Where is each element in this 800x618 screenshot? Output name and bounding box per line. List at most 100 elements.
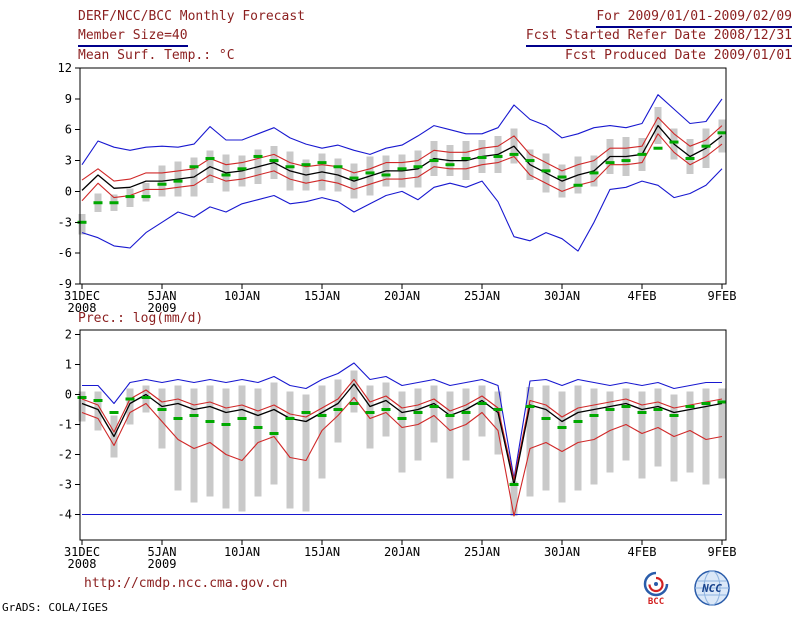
plot-frame bbox=[79, 329, 727, 541]
ensemble-spread-bar bbox=[558, 391, 566, 503]
ensemble-spread-bar bbox=[398, 391, 406, 473]
observation-dash bbox=[557, 426, 567, 429]
observation-dash bbox=[237, 167, 247, 171]
observation-dash bbox=[445, 414, 455, 417]
ensemble-spread-bar bbox=[606, 391, 614, 473]
ensemble-spread-bar bbox=[718, 388, 726, 479]
ensemble-min-line bbox=[81, 168, 723, 252]
ensemble-spread-bar bbox=[142, 183, 150, 202]
x-tick-sublabel: 2008 bbox=[68, 557, 97, 571]
observation-dash bbox=[365, 411, 375, 414]
y-tick-label: 6 bbox=[65, 123, 72, 137]
observation-dash bbox=[125, 397, 135, 401]
observation-dash bbox=[605, 161, 615, 165]
observation-dash bbox=[157, 182, 167, 186]
observation-dash bbox=[397, 417, 407, 420]
observation-dash bbox=[525, 405, 535, 408]
observation-dash bbox=[621, 159, 631, 163]
observation-dash bbox=[157, 408, 167, 411]
observation-dash bbox=[381, 408, 391, 411]
ensemble-spread-bar bbox=[238, 385, 246, 512]
bcc-swirl-dot bbox=[654, 582, 658, 586]
observation-dash bbox=[493, 154, 503, 158]
ensemble-spread-bar bbox=[494, 391, 502, 455]
prec-chart-title: Prec.: log(mm/d) bbox=[78, 311, 204, 326]
ensemble-spread-bar bbox=[526, 387, 534, 497]
x-tick-sublabel: 2009 bbox=[148, 301, 177, 315]
grads-credit: GrADS: COLA/IGES bbox=[2, 601, 108, 614]
observation-dash bbox=[173, 417, 183, 420]
observation-dash bbox=[285, 417, 295, 420]
lower-quartile-line bbox=[81, 396, 723, 517]
y-tick-label: -6 bbox=[58, 246, 72, 260]
observation-dash bbox=[589, 414, 599, 417]
observation-dash bbox=[141, 396, 151, 399]
observation-dash bbox=[685, 157, 695, 161]
y-tick-label: -2 bbox=[58, 448, 72, 462]
x-tick-label: 30JAN bbox=[544, 545, 580, 559]
observation-dash bbox=[285, 165, 295, 169]
ensemble-spread-bar bbox=[478, 385, 486, 437]
x-tick-label: 20JAN bbox=[384, 545, 420, 559]
ncc-globe-meridian bbox=[703, 570, 721, 606]
upper-quartile-line bbox=[81, 116, 723, 182]
observation-dash bbox=[237, 417, 247, 420]
ensemble-max-line bbox=[82, 362, 722, 480]
observation-dash bbox=[573, 420, 583, 423]
site-url: http://cmdp.ncc.cma.gov.cn bbox=[84, 576, 288, 591]
x-tick-label: 5JAN bbox=[148, 545, 177, 559]
observation-dash bbox=[445, 163, 455, 167]
observation-dash bbox=[653, 408, 663, 411]
x-tick-label: 9FEB bbox=[708, 545, 737, 559]
ensemble-spread-bar bbox=[718, 119, 726, 153]
x-tick-label: 4FEB bbox=[628, 289, 657, 303]
observation-dash bbox=[301, 163, 311, 167]
observation-dash bbox=[429, 405, 439, 408]
observation-dash bbox=[413, 165, 423, 169]
observation-dash bbox=[189, 165, 199, 169]
ensemble-spread-bar bbox=[702, 388, 710, 485]
ensemble-spread-bar bbox=[350, 370, 358, 413]
observation-dash bbox=[381, 173, 391, 177]
y-tick-label: 9 bbox=[65, 92, 72, 106]
observation-dash bbox=[93, 201, 103, 205]
observation-dash bbox=[317, 161, 327, 165]
observation-dash bbox=[557, 175, 567, 179]
x-tick-label: 5JAN bbox=[148, 289, 177, 303]
ensemble-spread-bar bbox=[366, 385, 374, 449]
ensemble-spread-bar bbox=[686, 391, 694, 473]
observation-dash bbox=[669, 140, 679, 144]
observation-dash bbox=[189, 414, 199, 417]
ensemble-spread-bar bbox=[158, 388, 166, 449]
ensemble-spread-bar bbox=[574, 385, 582, 491]
observation-dash bbox=[717, 400, 727, 404]
ensemble-spread-bar bbox=[78, 214, 86, 235]
observation-dash bbox=[333, 165, 343, 169]
observation-dash bbox=[653, 146, 663, 150]
y-tick-label: 3 bbox=[65, 154, 72, 168]
observation-dash bbox=[125, 195, 135, 199]
bcc-swirl-inner bbox=[648, 576, 664, 593]
observation-dash bbox=[669, 414, 679, 417]
x-tick-label: 9FEB bbox=[708, 289, 737, 303]
observation-dash bbox=[461, 157, 471, 161]
x-tick-label: 4FEB bbox=[628, 545, 657, 559]
observation-dash bbox=[573, 183, 583, 187]
observation-dash bbox=[93, 399, 103, 402]
observation-dash bbox=[509, 152, 519, 156]
ncc-globe-parallels bbox=[695, 580, 729, 596]
observation-dash bbox=[221, 423, 231, 426]
ensemble-spread-bar bbox=[318, 385, 326, 479]
ensemble-spread-bar bbox=[302, 394, 310, 512]
x-tick-sublabel: 2009 bbox=[148, 557, 177, 571]
ensemble-max-line bbox=[81, 94, 723, 166]
lower-quartile-line bbox=[81, 133, 723, 202]
ncc-logo: NCC bbox=[694, 570, 730, 606]
ensemble-spread-bar bbox=[174, 385, 182, 491]
observation-dash bbox=[701, 144, 711, 148]
y-tick-label: 0 bbox=[65, 184, 72, 198]
x-tick-label: 31DEC bbox=[64, 545, 100, 559]
ensemble-spread-bar bbox=[430, 385, 438, 443]
observation-dash bbox=[541, 169, 551, 173]
